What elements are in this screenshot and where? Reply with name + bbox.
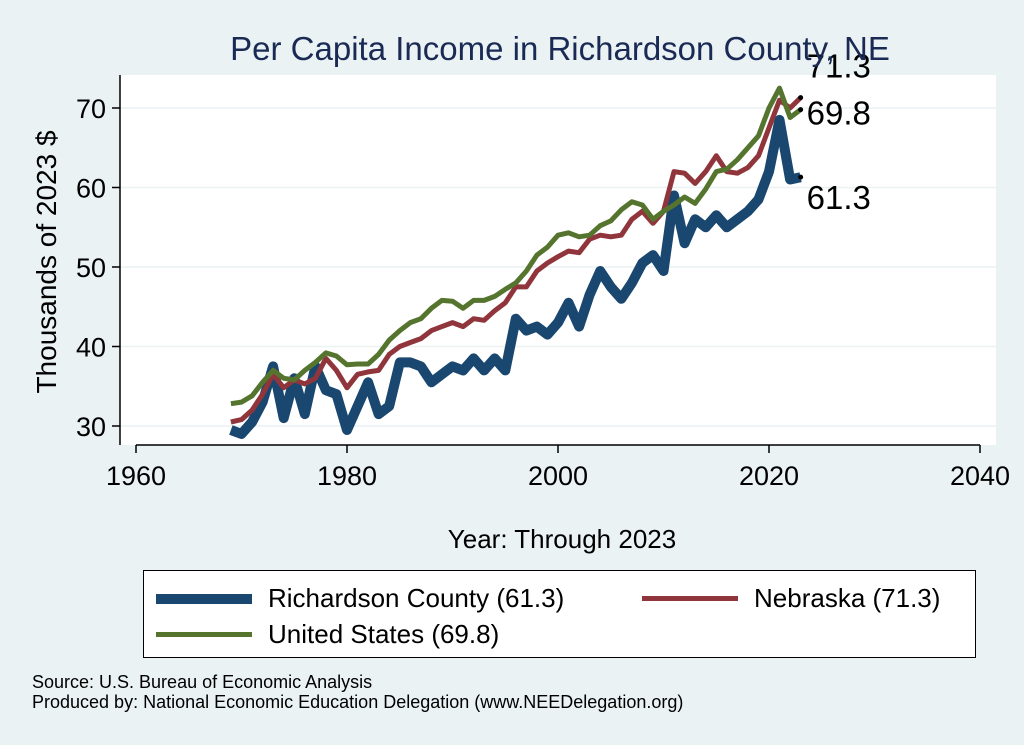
x-axis-label: Year: Through 2023 — [448, 524, 676, 554]
producer-note: Produced by: National Economic Education… — [32, 692, 684, 712]
labels-layer: 71.3 69.8 61.3 — [798, 48, 871, 216]
legend: Richardson County (61.3) Nebraska (71.3)… — [143, 570, 976, 658]
end-marker — [798, 107, 804, 113]
legend-label-nebraska: Nebraska (71.3) — [754, 583, 941, 613]
legend-item-richardson: Richardson County (61.3) — [156, 583, 564, 614]
y-axis-label: Thousands of 2023 $ — [31, 130, 62, 394]
y-tick-label: 60 — [76, 174, 106, 204]
end-marker — [798, 174, 804, 180]
series-line-nebraska — [230, 95, 803, 425]
series-line-richardson-county — [229, 114, 802, 439]
y-tick-label: 40 — [76, 333, 106, 363]
end-value-label: 71.3 — [807, 48, 871, 85]
end-value-label: 61.3 — [807, 179, 871, 216]
legend-item-nebraska: Nebraska (71.3) — [642, 583, 940, 614]
x-tick-label: 2000 — [528, 461, 588, 491]
x-tick-label: 2020 — [739, 461, 799, 491]
y-tick-label: 70 — [76, 94, 106, 124]
y-tick-label: 50 — [76, 253, 106, 283]
series-layer — [229, 85, 803, 439]
y-tick-label: 30 — [76, 412, 106, 442]
legend-swatch-nebraska — [642, 596, 738, 601]
legend-label-united-states: United States (69.8) — [268, 619, 500, 649]
series-line-united-states — [230, 85, 803, 407]
legend-item-united-states: United States (69.8) — [156, 619, 499, 650]
legend-swatch-richardson — [156, 593, 252, 604]
end-value-label: 69.8 — [807, 95, 871, 132]
x-tick-label: 1960 — [106, 461, 166, 491]
legend-swatch-united-states — [156, 632, 252, 637]
axes: 30 40 50 60 70 1960 1980 2000 2020 2040 — [76, 75, 1010, 491]
x-tick-label: 1980 — [317, 461, 377, 491]
end-marker — [798, 95, 804, 101]
source-note: Source: U.S. Bureau of Economic Analysis — [32, 672, 373, 692]
footer: Source: U.S. Bureau of Economic Analysis… — [32, 672, 683, 712]
chart-title: Per Capita Income in Richardson County, … — [230, 30, 890, 67]
grid — [120, 107, 996, 427]
x-tick-label: 2040 — [950, 461, 1010, 491]
legend-label-richardson: Richardson County (61.3) — [268, 583, 565, 613]
